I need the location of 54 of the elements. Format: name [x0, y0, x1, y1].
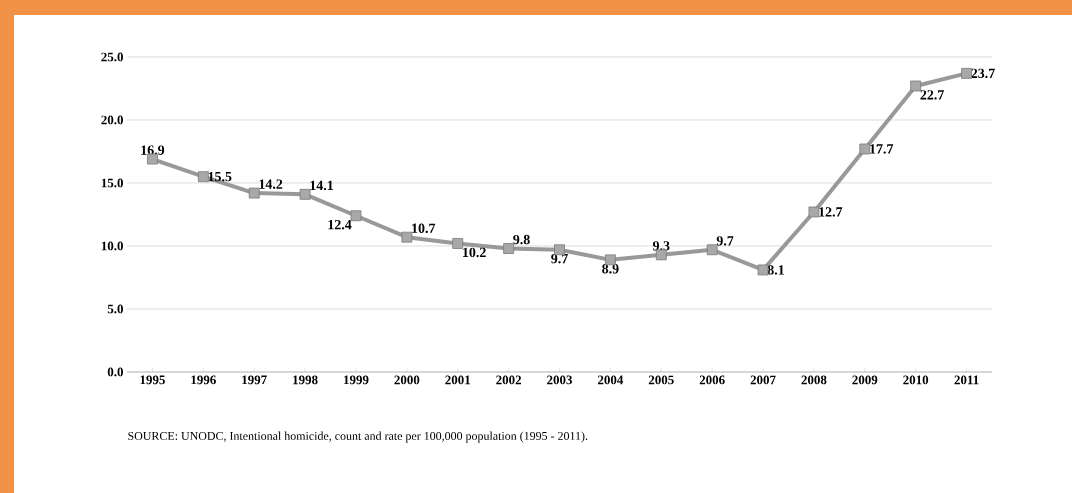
x-tick-label: 1996: [191, 375, 216, 385]
x-tick-label: 2000: [394, 375, 420, 385]
point: [452, 238, 464, 249]
point: [197, 171, 209, 183]
data-label: 8.1: [767, 265, 784, 275]
data-label: 9.7: [551, 253, 568, 264]
data-label: 9.8: [513, 234, 530, 245]
x-tick-label: 2004: [597, 375, 624, 385]
x-tick-label: 1999: [344, 375, 369, 385]
data-label: 10.2: [463, 247, 486, 258]
x-tick-label: 1995: [140, 375, 165, 385]
point: [299, 188, 311, 200]
y-tick-label: 0.0: [107, 367, 123, 377]
data-label: 14.1: [310, 180, 333, 191]
data-label: 23.7: [971, 68, 995, 79]
x-tick-label: 2003: [547, 375, 573, 385]
point: [910, 80, 922, 92]
y-tick-label: 10.0: [101, 241, 123, 251]
point: [706, 244, 718, 256]
x-tick-label: 2007: [750, 375, 776, 385]
x-tick-label: 2006: [699, 375, 725, 385]
y-tick-label: 15.0: [101, 178, 123, 188]
data-label: 12.4: [328, 219, 352, 230]
data-label: 9.7: [716, 236, 734, 246]
point: [859, 143, 871, 155]
point: [808, 206, 820, 218]
x-tick-label: 2005: [648, 375, 674, 385]
x-tick-label: 2009: [852, 375, 878, 385]
point: [350, 210, 362, 222]
source-note: SOURCE: UNODC, Intentional homicide, count and rate per 100,000 population (1995 - 2011).: [128, 431, 588, 443]
x-tick-label: 1997: [242, 375, 267, 385]
data-label: 17.7: [870, 144, 894, 154]
data-label: 14.2: [259, 179, 283, 189]
point: [248, 187, 260, 199]
y-tick-label: 25.0: [101, 52, 123, 62]
data-label: 10.7: [412, 223, 436, 233]
x-tick-label: 2008: [801, 375, 827, 385]
data-label: 9.3: [652, 241, 670, 251]
x-tick-label: 1998: [293, 375, 318, 385]
data-label: 22.7: [920, 90, 944, 100]
x-tick-label: 2010: [903, 375, 929, 385]
x-tick-label: 2011: [954, 375, 979, 385]
y-tick-label: 5.0: [107, 304, 123, 314]
point: [503, 243, 515, 254]
data-label: 16.9: [141, 145, 165, 155]
data-label: 12.7: [819, 207, 843, 217]
data-label: 15.5: [208, 171, 232, 182]
point: [401, 231, 413, 243]
x-tick-label: 2001: [445, 375, 471, 385]
x-tick-label: 2002: [496, 375, 522, 385]
y-tick-label: 20.0: [101, 115, 123, 125]
data-label: 8.9: [602, 264, 619, 274]
point: [757, 264, 769, 276]
point: [961, 67, 972, 79]
